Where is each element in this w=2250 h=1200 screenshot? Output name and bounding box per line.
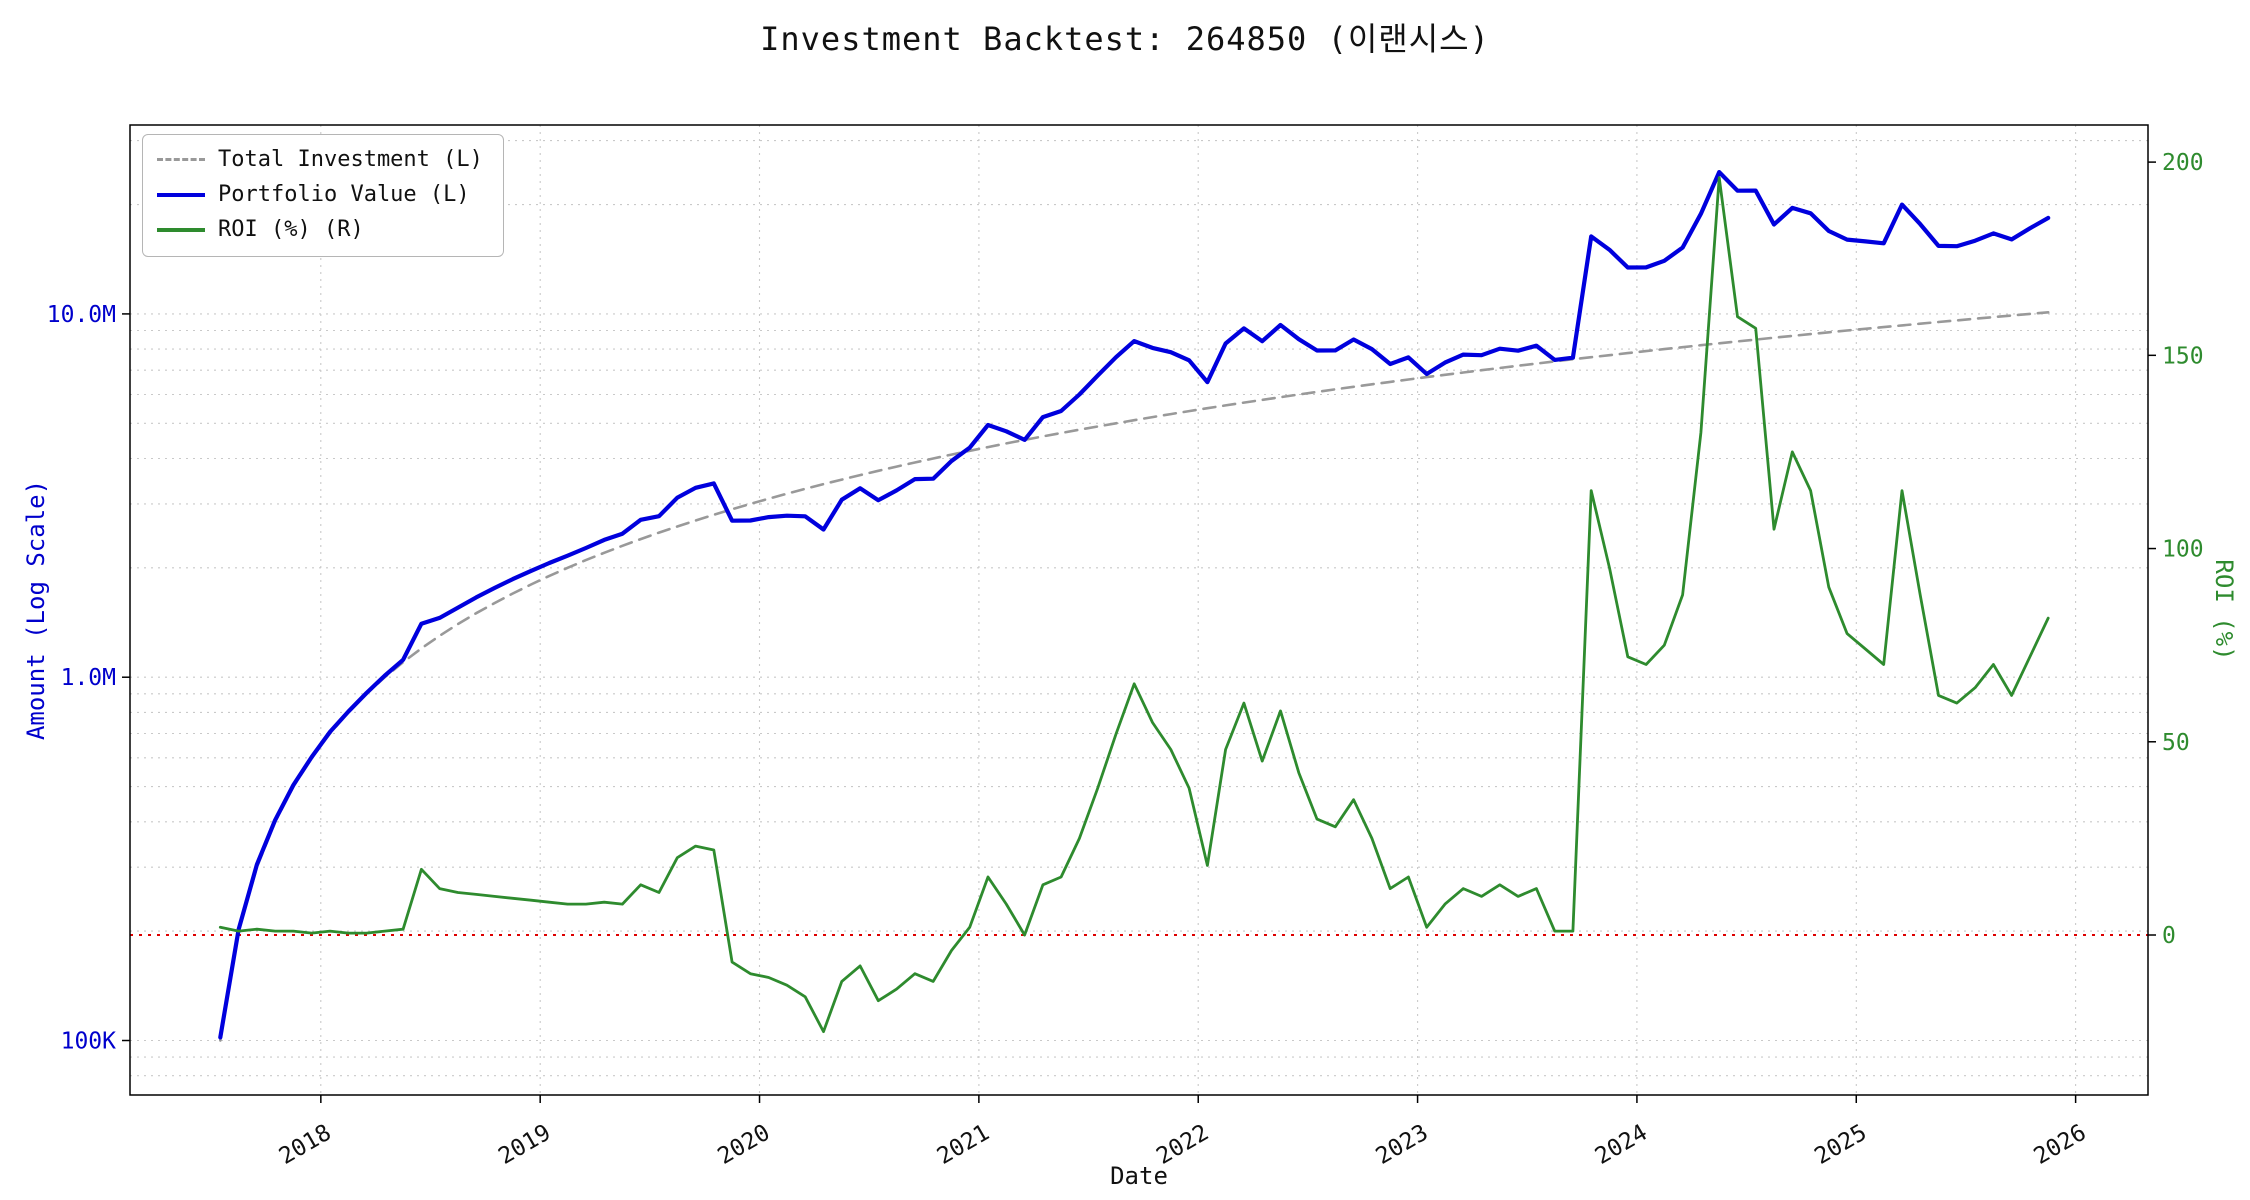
- legend-item-roi: ROI (%) (R): [157, 217, 483, 242]
- legend-label-roi: ROI (%) (R): [218, 217, 364, 242]
- y-left-tick-label: 1.0M: [61, 665, 116, 691]
- x-tick-label: 2025: [1810, 1120, 1871, 1170]
- legend-item-portfolio: Portfolio Value (L): [157, 182, 483, 207]
- x-tick-label: 2018: [275, 1120, 336, 1170]
- chart-title: Investment Backtest: 264850 (이랜시스): [760, 20, 1490, 58]
- legend: Total Investment (L) Portfolio Value (L) R…: [142, 134, 504, 257]
- y-left-tick-label: 100K: [61, 1029, 117, 1055]
- y-left-axis-label: Amount (Log Scale): [22, 479, 50, 741]
- x-tick-label: 2019: [494, 1120, 555, 1170]
- roi-line: [218, 176, 2050, 1033]
- y-right-axis-label: ROI (%): [2210, 559, 2238, 661]
- x-axis-label: Date: [1110, 1162, 1168, 1190]
- plot-frame: [129, 124, 2149, 1096]
- y-right-tick-label: 150: [2162, 343, 2204, 369]
- legend-line-sample-portfolio: [157, 192, 205, 197]
- legend-label-investment: Total Investment (L): [218, 147, 483, 172]
- y-right-tick-label: 0: [2162, 923, 2176, 949]
- x-tick-label: 2024: [1591, 1120, 1652, 1170]
- x-tick-label: 2026: [2030, 1120, 2091, 1170]
- y-right-tick-label: 200: [2162, 150, 2204, 176]
- y-right-tick-label: 100: [2162, 537, 2204, 563]
- portfolio-value-line: [218, 170, 2051, 1040]
- total-investment-line: [219, 311, 2050, 1042]
- legend-item-investment: Total Investment (L): [157, 147, 483, 172]
- x-tick-label: 2020: [714, 1120, 775, 1170]
- x-tick-label: 2021: [933, 1120, 994, 1170]
- y-left-tick-label: 10.0M: [47, 302, 116, 328]
- legend-line-sample-investment: [157, 158, 205, 161]
- y-right-tick-label: 50: [2162, 730, 2190, 756]
- legend-line-sample-roi: [157, 227, 205, 232]
- legend-label-portfolio: Portfolio Value (L): [218, 182, 470, 207]
- x-tick-label: 2023: [1372, 1120, 1433, 1170]
